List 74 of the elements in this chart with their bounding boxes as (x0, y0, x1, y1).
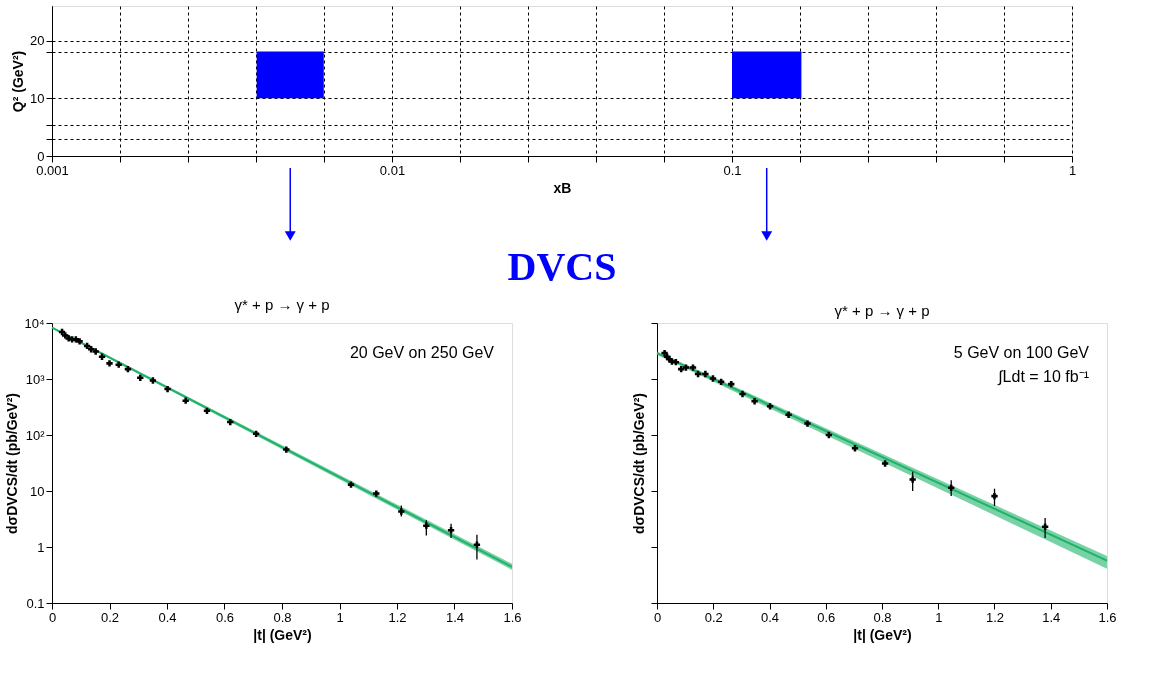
point (785, 411, 792, 418)
x-tick-label: 0.6 (817, 609, 836, 625)
y-tick-label: 1 (37, 539, 45, 555)
point (149, 377, 157, 384)
x-tick-label: 1.4 (1042, 609, 1061, 625)
x-tick-label: 0.4 (158, 609, 177, 625)
chart-title: γ* + p → γ + p (234, 296, 330, 313)
x-axis-title: |t| (GeV²) (853, 626, 912, 643)
point (227, 418, 234, 426)
x-tick-label: 1 (935, 609, 943, 625)
y-tick-label: 10⁴ (24, 315, 45, 331)
point (398, 508, 405, 515)
x-tick-label: 0.4 (760, 609, 780, 625)
point (283, 446, 290, 453)
x-tick-label: 0 (653, 609, 662, 625)
text: DVCS (507, 244, 617, 289)
point (164, 385, 171, 393)
point (92, 348, 99, 355)
point (106, 360, 113, 367)
y-tick-label: 10² (25, 427, 46, 443)
x-tick-label: 1.4 (445, 609, 465, 625)
point (682, 364, 690, 371)
y-axis-title: dσDVCS/dt (pb/GeV²) (4, 392, 21, 535)
point (423, 522, 430, 529)
annotation: 20 GeV on 250 GeV (349, 344, 495, 361)
point (851, 445, 859, 452)
x-tick-label: 1.6 (1098, 609, 1117, 625)
x-tick-label: 0.2 (704, 609, 723, 625)
x-tick-label: 1.2 (985, 609, 1005, 625)
point (766, 403, 774, 410)
point (1041, 523, 1049, 530)
point (76, 338, 83, 345)
point (804, 420, 811, 427)
y-tick-label: 10³ (25, 371, 46, 387)
point (991, 492, 998, 500)
x-tick-label: 0 (48, 609, 57, 625)
point (909, 476, 916, 483)
x-tick-label: 1.2 (388, 609, 407, 625)
x-tick-label: 0.01 (379, 162, 406, 178)
x-tick-label: 0.8 (273, 609, 292, 625)
annotation: ∫Ldt = 10 fb⁻¹ (997, 368, 1089, 386)
x-tick-label: 1 (336, 609, 344, 625)
x-tick-label: 0.2 (100, 609, 120, 625)
point (728, 380, 735, 388)
x-tick-label: 1.6 (503, 609, 522, 625)
x-axis-title: |t| (GeV²) (253, 626, 312, 643)
point (182, 397, 189, 404)
point (881, 460, 889, 467)
point (137, 374, 144, 381)
y-tick-label: 20 (30, 33, 45, 49)
chart-title: γ* + p → γ + p (834, 301, 930, 319)
x-tick-label: 0.1 (723, 162, 742, 178)
point (115, 361, 122, 368)
y-tick-label: 10 (30, 483, 45, 499)
x-tick-label: 0.6 (215, 609, 235, 625)
point (373, 490, 380, 497)
point (98, 353, 106, 360)
point (739, 390, 746, 398)
y-axis-title: Q² (GeV²) (10, 50, 27, 113)
x-tick-label: 0.8 (873, 609, 892, 625)
point (709, 375, 717, 382)
x-axis-title: xB (553, 179, 572, 196)
x-tick-label: 0.001 (36, 162, 69, 178)
annotation: 5 GeV on 100 GeV (953, 344, 1090, 361)
point (347, 481, 355, 488)
y-tick-label: 0 (37, 148, 45, 164)
point (702, 370, 709, 378)
y-tick-label: 10 (30, 90, 45, 106)
x-tick-label: 1 (1068, 162, 1077, 178)
point (751, 398, 758, 405)
point (473, 541, 481, 548)
y-tick-label: 0.1 (26, 595, 45, 611)
y-axis-title: dσDVCS/dt (pb/GeV²) (631, 392, 647, 535)
point (689, 364, 697, 371)
